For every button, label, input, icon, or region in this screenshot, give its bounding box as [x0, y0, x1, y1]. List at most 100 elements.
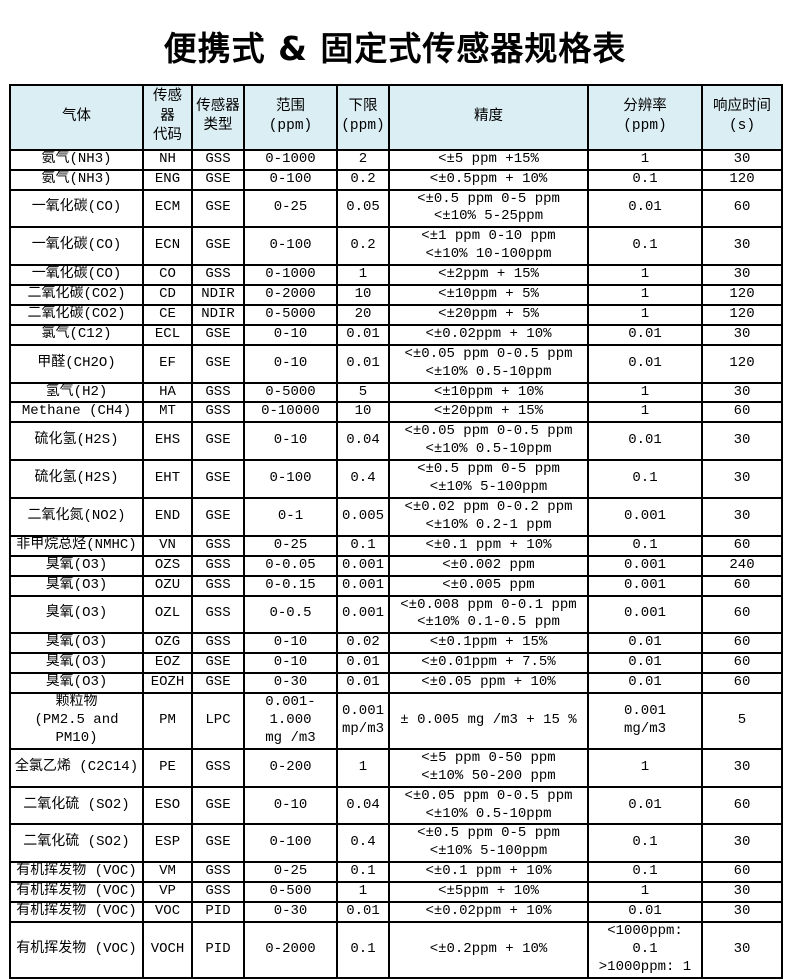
- cell-resolution: 0.1: [587, 459, 703, 499]
- cell-limit: 0.4: [336, 823, 390, 864]
- cell-accuracy: <±0.05 ppm + 10%: [388, 672, 589, 695]
- cell-type: GSS: [191, 148, 245, 171]
- cell-response: 60: [701, 534, 783, 557]
- cell-accuracy: <±20ppm + 15%: [388, 401, 589, 424]
- cell-resolution: 0.01: [587, 188, 703, 229]
- table-row: 氢气(H2) HA GSS 0-5000 5 <±10ppm + 10% 1 3…: [9, 381, 783, 404]
- cell-limit: 0.05: [336, 188, 390, 229]
- cell-limit: 1: [336, 881, 390, 904]
- cell-range: 0-5000: [243, 303, 338, 326]
- cell-response: 60: [701, 785, 783, 826]
- cell-type: GSS: [191, 747, 245, 788]
- cell-accuracy: <±1 ppm 0-10 ppm <±10% 10-100ppm: [388, 226, 589, 267]
- cell-resolution: 0.001: [587, 574, 703, 597]
- cell-code: VOC: [142, 901, 193, 923]
- cell-type: GSS: [191, 264, 245, 287]
- cell-accuracy: <±0.1ppm + 15%: [388, 632, 589, 655]
- table-row: 甲醛(CH2O) EF GSE 0-10 0.01 <±0.05 ppm 0-0…: [9, 343, 783, 384]
- cell-resolution: 0.001: [587, 594, 703, 635]
- cell-gas: 非甲烷总烃(NMHC): [9, 534, 144, 557]
- cell-resolution: 0.01: [587, 323, 703, 346]
- cell-range: 0-100: [243, 823, 338, 864]
- cell-range: 0-100: [243, 168, 338, 191]
- cell-resolution: 1: [587, 284, 703, 306]
- cell-accuracy: <±0.05 ppm 0-0.5 ppm <±10% 0.5-10ppm: [388, 785, 589, 826]
- table-row: 非甲烷总烃(NMHC) VN GSS 0-25 0.1 <±0.1 ppm + …: [9, 534, 783, 557]
- cell-response: 30: [701, 747, 783, 788]
- table-row: 一氧化碳(CO) CO GSS 0-1000 1 <±2ppm + 15% 1 …: [9, 264, 783, 287]
- cell-type: GSE: [191, 343, 245, 384]
- cell-accuracy: <±10ppm + 10%: [388, 381, 589, 404]
- cell-limit: 2: [336, 148, 390, 171]
- cell-code: MT: [142, 401, 193, 424]
- cell-accuracy: <±0.1 ppm + 10%: [388, 861, 589, 884]
- table-row: 臭氧(O3) OZL GSS 0-0.5 0.001 <±0.008 ppm 0…: [9, 594, 783, 635]
- cell-accuracy: <±5ppm + 10%: [388, 881, 589, 904]
- cell-limit: 0.04: [336, 421, 390, 462]
- cell-range: 0-1000: [243, 148, 338, 171]
- cell-response: 30: [701, 381, 783, 404]
- col-header-response: 响应时间 (s): [701, 84, 783, 151]
- cell-code: VN: [142, 534, 193, 557]
- cell-range: 0-2000: [243, 920, 338, 979]
- cell-gas: 臭氧(O3): [9, 632, 144, 655]
- cell-range: 0-10: [243, 632, 338, 655]
- cell-type: GSS: [191, 534, 245, 557]
- cell-code: OZG: [142, 632, 193, 655]
- cell-response: 30: [701, 459, 783, 499]
- cell-code: EF: [142, 343, 193, 384]
- cell-response: 60: [701, 632, 783, 655]
- cell-limit: 0.001 mp/m3: [336, 692, 390, 750]
- cell-limit: 0.005: [336, 497, 390, 537]
- cell-response: 120: [701, 303, 783, 326]
- cell-gas: 硫化氢(H2S): [9, 459, 144, 499]
- cell-code: PM: [142, 692, 193, 750]
- cell-limit: 0.1: [336, 534, 390, 557]
- cell-code: VP: [142, 881, 193, 904]
- cell-response: 60: [701, 594, 783, 635]
- cell-accuracy: <±0.5ppm + 10%: [388, 168, 589, 191]
- cell-response: 120: [701, 343, 783, 384]
- cell-gas: 二氧化氮(NO2): [9, 497, 144, 537]
- table-row: 二氧化硫 (SO2) ESP GSE 0-100 0.4 <±0.5 ppm 0…: [9, 823, 783, 864]
- cell-accuracy: <±2ppm + 15%: [388, 264, 589, 287]
- cell-resolution: 0.01: [587, 785, 703, 826]
- cell-resolution: 0.01: [587, 632, 703, 655]
- cell-code: ENG: [142, 168, 193, 191]
- cell-code: OZU: [142, 574, 193, 597]
- cell-code: EOZH: [142, 672, 193, 695]
- cell-accuracy: <±5 ppm 0-50 ppm <±10% 50-200 ppm: [388, 747, 589, 788]
- table-row: 有机挥发物 (VOC) VM GSS 0-25 0.1 <±0.1 ppm + …: [9, 861, 783, 884]
- cell-type: GSS: [191, 401, 245, 424]
- cell-gas: 臭氧(O3): [9, 554, 144, 577]
- cell-gas: 全氯乙烯 (C2C14): [9, 747, 144, 788]
- cell-limit: 0.01: [336, 672, 390, 695]
- cell-range: 0-10: [243, 323, 338, 346]
- cell-resolution: 0.1: [587, 226, 703, 267]
- cell-limit: 0.04: [336, 785, 390, 826]
- cell-resolution: 1: [587, 303, 703, 326]
- table-row: 氯气(C12) ECL GSE 0-10 0.01 <±0.02ppm + 10…: [9, 323, 783, 346]
- cell-response: 30: [701, 421, 783, 462]
- cell-limit: 0.2: [336, 226, 390, 267]
- cell-range: 0-200: [243, 747, 338, 788]
- cell-code: ESP: [142, 823, 193, 864]
- cell-gas: 二氧化碳(CO2): [9, 284, 144, 306]
- cell-response: 60: [701, 188, 783, 229]
- col-header-accuracy: 精度: [388, 84, 589, 151]
- cell-gas: 二氧化硫 (SO2): [9, 823, 144, 864]
- cell-response: 30: [701, 823, 783, 864]
- cell-type: NDIR: [191, 303, 245, 326]
- cell-type: GSS: [191, 381, 245, 404]
- cell-limit: 0.4: [336, 459, 390, 499]
- col-header-type: 传感器 类型: [191, 84, 245, 151]
- cell-code: ECM: [142, 188, 193, 229]
- cell-accuracy: <±0.5 ppm 0-5 ppm <±10% 5-100ppm: [388, 459, 589, 499]
- cell-type: GSE: [191, 459, 245, 499]
- cell-accuracy: <±0.002 ppm: [388, 554, 589, 577]
- cell-resolution: <1000ppm: 0.1 >1000ppm: 1: [587, 920, 703, 979]
- cell-resolution: 0.1: [587, 823, 703, 864]
- table-row: 臭氧(O3) OZG GSS 0-10 0.02 <±0.1ppm + 15% …: [9, 632, 783, 655]
- table-row: 氨气(NH3) ENG GSE 0-100 0.2 <±0.5ppm + 10%…: [9, 168, 783, 191]
- cell-limit: 0.001: [336, 574, 390, 597]
